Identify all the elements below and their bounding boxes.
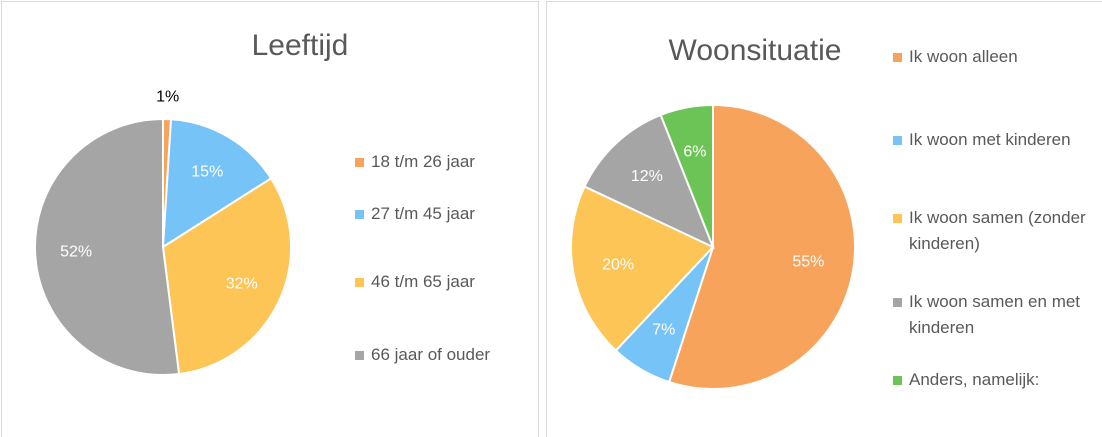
data-label: 15% (191, 163, 223, 180)
panel (1, 1, 539, 437)
legend-item: 18 t/m 26 jaar (355, 149, 530, 175)
legend-swatch (893, 376, 902, 385)
pie-slice (34, 117, 181, 376)
pie-slice (161, 118, 273, 249)
legend-swatch (893, 136, 902, 145)
legend-label: 18 t/m 26 jaar (371, 152, 475, 171)
legend-item: Ik woon met kinderen (893, 127, 1098, 153)
legend-swatch (355, 278, 364, 287)
legend-item: Ik woon samen (zonder kinderen) (893, 205, 1098, 257)
legend-swatch (355, 351, 364, 360)
pie-slice (659, 103, 714, 248)
data-label: 32% (226, 275, 258, 292)
legend-item: 46 t/m 65 jaar (355, 269, 530, 295)
pie-slice (583, 113, 715, 249)
legend-label: 27 t/m 45 jaar (371, 204, 475, 223)
legend-item: Ik woon samen en met kinderen (893, 289, 1098, 341)
legend-label: Ik woon samen en met kinderen (909, 292, 1081, 337)
legend-item: Ik woon alleen (893, 44, 1098, 70)
chart-title: Leeftijd (252, 29, 349, 62)
legend-swatch (893, 298, 902, 307)
legend-label: Anders, namelijk: (909, 370, 1040, 389)
panel (546, 1, 1102, 437)
legend-label: Ik woon met kinderen (909, 130, 1071, 149)
legend-swatch (355, 210, 364, 219)
chart-title: Woonsituatie (669, 34, 842, 67)
legend-label: 46 t/m 65 jaar (371, 272, 475, 291)
pie-slice (570, 185, 715, 352)
data-label: 7% (652, 321, 675, 338)
legend-label: 66 jaar of ouder (371, 345, 491, 364)
data-label: 12% (631, 168, 663, 185)
legend-swatch (893, 214, 902, 223)
legend-item: Anders, namelijk: (893, 367, 1098, 393)
data-label: 20% (602, 256, 634, 273)
data-label: 6% (683, 143, 706, 160)
pie-slice (161, 177, 292, 376)
legend-label: Ik woon samen (zonder kinderen) (909, 208, 1086, 253)
legend-item: 27 t/m 45 jaar (355, 201, 530, 227)
legend-item: 66 jaar of ouder (355, 342, 530, 368)
data-label: 55% (792, 253, 824, 270)
pie-slice (667, 103, 856, 390)
data-label: 1% (156, 89, 179, 106)
legend-label: Ik woon alleen (909, 47, 1018, 66)
legend-swatch (355, 158, 364, 167)
data-label: 52% (60, 244, 92, 261)
legend-swatch (893, 53, 902, 62)
